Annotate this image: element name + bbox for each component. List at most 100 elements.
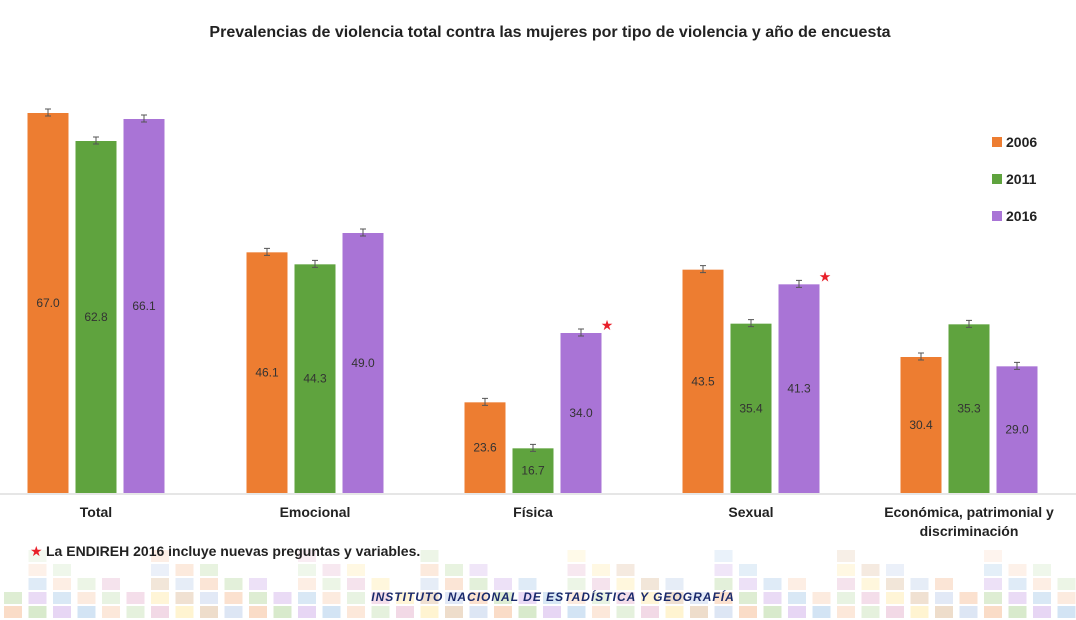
decor-tile (445, 578, 463, 590)
decor-tile (469, 578, 488, 590)
data-label: 16.7 (521, 464, 545, 478)
bar-2016-Emocional (342, 233, 384, 493)
decor-tile (249, 578, 267, 590)
decor-tile (175, 578, 194, 590)
decor-tile (322, 564, 341, 576)
decor-tile (4, 592, 22, 604)
decor-tile (910, 592, 929, 604)
decor-tile (1057, 592, 1076, 604)
bar-2006-Sexual (682, 269, 724, 493)
footnote: La ENDIREH 2016 incluye nuevas preguntas… (46, 543, 420, 559)
error-bar (141, 114, 147, 123)
bar-2006-Emocional (246, 252, 288, 493)
category-label: Física (513, 504, 553, 520)
decor-tile (592, 606, 610, 618)
decor-tile (200, 578, 218, 590)
data-label: 49.0 (351, 356, 375, 370)
footer-decoration (4, 550, 1076, 618)
decor-tile (837, 592, 855, 604)
star-marker: ★ (819, 268, 832, 284)
decor-tile (175, 564, 194, 576)
decor-tile (763, 606, 782, 618)
legend-label: 2016 (1006, 208, 1037, 224)
decor-tile (543, 606, 561, 618)
bar-2011-Física (512, 448, 554, 493)
decor-tile (861, 578, 880, 590)
legend-swatch (992, 211, 1002, 221)
decor-tile (665, 578, 684, 590)
decor-tile (714, 564, 733, 576)
decor-tile (469, 592, 488, 604)
decor-tile (151, 564, 169, 576)
legend-swatch (992, 174, 1002, 184)
legend-label: 2011 (1006, 171, 1037, 187)
decor-tile (77, 606, 96, 618)
decor-tile (347, 564, 365, 576)
decor-tile (224, 592, 243, 604)
decor-tile (935, 578, 953, 590)
error-bar (360, 228, 366, 237)
decor-tile (886, 578, 904, 590)
decor-tile (298, 578, 316, 590)
decor-tile (567, 592, 586, 604)
decor-tile (1033, 564, 1051, 576)
decor-tile (298, 592, 316, 604)
decor-tile (200, 606, 218, 618)
decor-tile (641, 592, 659, 604)
decor-tile (77, 592, 96, 604)
decor-tile (861, 606, 880, 618)
decor-tile (837, 606, 855, 618)
error-bar (264, 247, 270, 256)
decor-tile (445, 606, 463, 618)
decor-tile (494, 606, 512, 618)
error-bar (918, 352, 924, 361)
error-bar (966, 319, 972, 328)
category-label: Emocional (280, 504, 351, 520)
decor-tile (151, 606, 169, 618)
decor-tile (1033, 592, 1051, 604)
decor-tile (322, 606, 341, 618)
decor-tile (935, 592, 953, 604)
error-bar (482, 397, 488, 406)
data-label: 66.1 (132, 299, 156, 313)
error-bar (578, 328, 584, 337)
decor-tile (543, 592, 561, 604)
decor-tile (886, 606, 904, 618)
decor-tile (77, 578, 96, 590)
bar-2016-Física (560, 333, 602, 493)
bar-2011-Emocional (294, 264, 336, 493)
decor-tile (518, 578, 537, 590)
decor-tile (837, 550, 855, 562)
data-label: 23.6 (473, 441, 497, 455)
decor-tile (469, 564, 488, 576)
decor-tile (224, 606, 243, 618)
note-star: ★ (30, 543, 43, 559)
decor-tile (984, 564, 1002, 576)
data-label: 29.0 (1005, 423, 1029, 437)
bar-2016-Sexual (778, 284, 820, 493)
decor-tile (371, 592, 390, 604)
decor-tile (910, 606, 929, 618)
decor-tile (616, 606, 635, 618)
decor-tile (665, 606, 684, 618)
category-label: Económica, patrimonial y (884, 504, 1054, 520)
error-bar (530, 443, 536, 452)
data-label: 30.4 (909, 418, 933, 432)
decor-tile (567, 606, 586, 618)
decor-tile (420, 606, 439, 618)
decor-tile (396, 592, 414, 604)
data-label: 67.0 (36, 296, 60, 310)
data-label: 41.3 (787, 382, 811, 396)
decor-tile (420, 592, 439, 604)
decor-tile (567, 578, 586, 590)
decor-tile (224, 578, 243, 590)
decor-tile (28, 578, 47, 590)
decor-tile (837, 564, 855, 576)
decor-tile (28, 564, 47, 576)
decor-tile (396, 606, 414, 618)
decor-tile (812, 592, 831, 604)
decor-tile (53, 592, 71, 604)
decor-tile (102, 606, 120, 618)
error-bar (45, 108, 51, 117)
decor-tile (616, 592, 635, 604)
